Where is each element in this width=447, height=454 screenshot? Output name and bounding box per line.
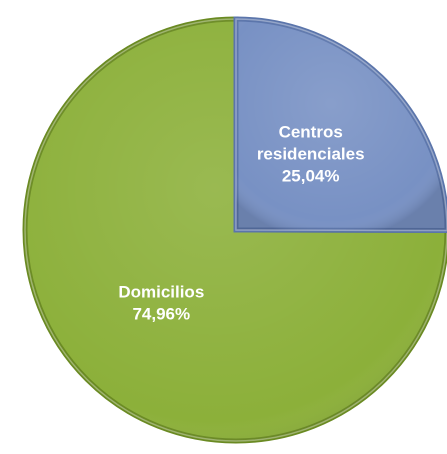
slice-label: Centros residenciales 25,04%: [257, 123, 365, 186]
slice-shade: [235, 18, 447, 232]
value-label: 25,04%: [282, 167, 340, 186]
slice-shade: [24, 18, 447, 442]
category-label: Domicilios: [118, 283, 204, 302]
category-label: residenciales: [257, 145, 365, 164]
category-label: Centros: [279, 123, 343, 142]
slice-label: Domicilios 74,96%: [118, 283, 204, 324]
value-label: 74,96%: [132, 305, 190, 324]
